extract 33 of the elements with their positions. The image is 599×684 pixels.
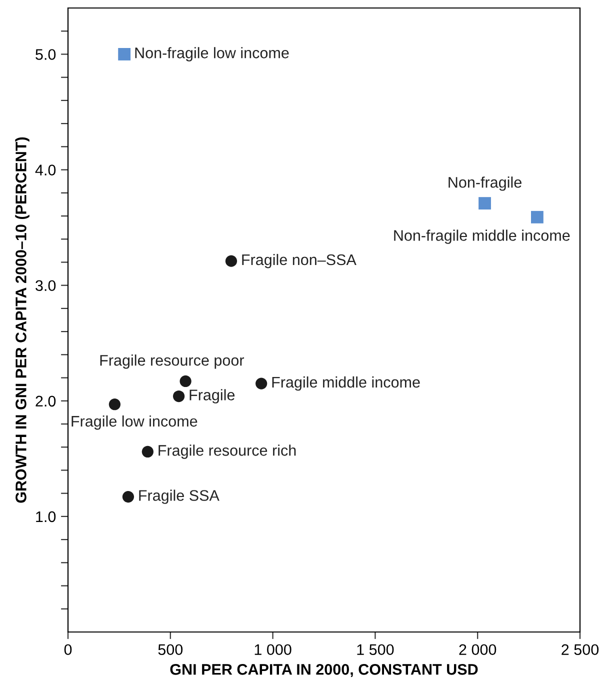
point	[530, 210, 544, 224]
y-axis-title: GROWTH IN GNI PER CAPITA 2000–10 (PERCENT)	[15, 137, 30, 503]
annotation: Non-fragile low income	[135, 47, 289, 62]
y-tick-label: 1.0	[36, 511, 56, 522]
annotation: Non-fragile middle income	[394, 230, 570, 244]
annotation: Fragile SSA	[139, 490, 220, 504]
annotation: Fragile middle income	[272, 376, 420, 391]
point	[108, 398, 121, 410]
x-tick-label: 2 500	[562, 644, 599, 656]
y-tick-label: 5.0	[36, 49, 56, 60]
annotation: Fragile low income	[72, 415, 198, 430]
y-tick-label: 4.0	[35, 164, 56, 176]
y-tick-label: 3.0	[36, 280, 56, 292]
y-tick-label: 2.0	[36, 396, 56, 407]
point	[122, 490, 134, 503]
annotation: Non-fragile	[448, 176, 522, 191]
point	[172, 390, 185, 402]
x-axis-title: GNI PER CAPITA IN 2000, CONSTANT USD	[170, 664, 478, 678]
point	[118, 48, 131, 60]
x-tick-label: 2 000	[459, 644, 496, 656]
annotation: Fragile resource rich	[158, 444, 296, 459]
annotation: Fragile	[190, 389, 235, 404]
point	[256, 378, 268, 390]
point	[225, 255, 238, 267]
point	[180, 375, 192, 388]
point	[478, 197, 491, 210]
x-tick-label: 1 500	[357, 644, 394, 656]
x-tick-label: 1 000	[254, 644, 292, 656]
x-tick-label: 0	[64, 644, 72, 656]
annotation: Fragile non–SSA	[242, 254, 356, 268]
annotation: Fragile resource poor	[100, 354, 244, 369]
point	[142, 446, 154, 458]
x-tick-label: 500	[158, 644, 183, 656]
